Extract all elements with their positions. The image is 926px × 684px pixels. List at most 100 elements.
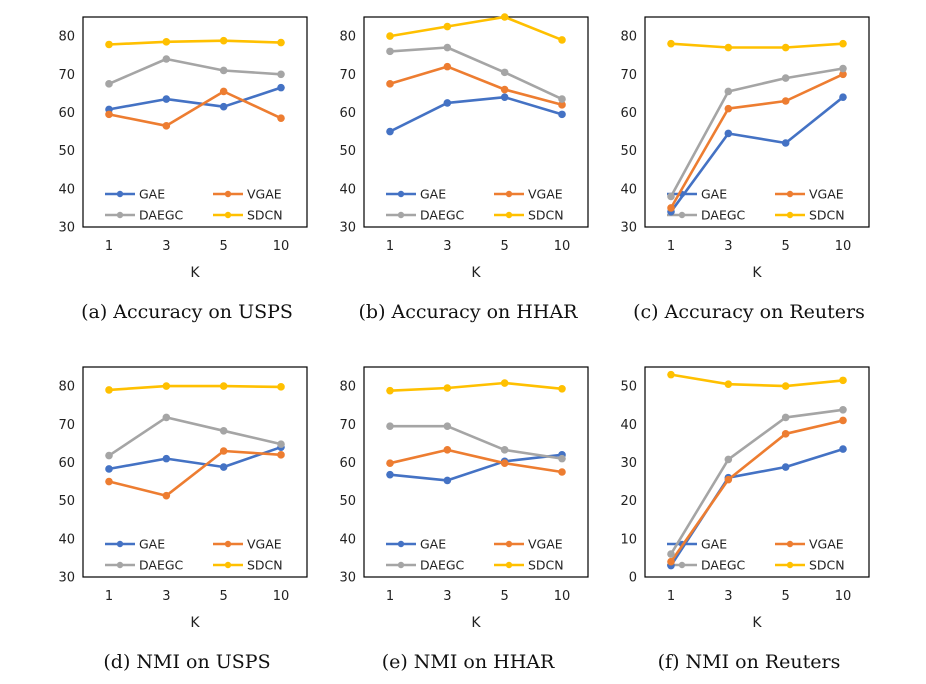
series-daegc [105, 413, 285, 460]
data-point-daegc [667, 192, 675, 201]
legend-label-daegc: DAEGC [420, 558, 465, 573]
data-point-gae [500, 93, 509, 101]
data-point-vgae [500, 85, 509, 94]
x-tick-label: 1 [386, 589, 394, 604]
legend-label-daegc: DAEGC [139, 558, 184, 573]
y-tick-label: 10 [620, 532, 637, 547]
series-vgae [105, 87, 285, 130]
data-point-gae [162, 95, 171, 103]
data-point-vgae [162, 491, 171, 500]
x-tick-label: 5 [220, 239, 228, 254]
y-tick-label: 50 [339, 494, 356, 509]
data-point-sdcn [724, 380, 733, 388]
x-tick-label: 3 [443, 589, 451, 604]
y-tick-label: 70 [339, 68, 356, 83]
data-point-daegc [443, 422, 452, 430]
data-point-vgae [781, 97, 790, 105]
x-axis-label: K [752, 265, 762, 281]
series-vgae [105, 447, 285, 500]
x-tick-label: 5 [501, 589, 509, 604]
series-sdcn [386, 13, 566, 44]
data-point-daegc [105, 80, 113, 88]
series-vgae [667, 70, 847, 212]
series-line-vgae [669, 419, 844, 563]
y-tick-label: 30 [339, 221, 356, 236]
legend-marker-daegc [397, 211, 405, 219]
x-tick-label: 3 [162, 589, 170, 604]
data-point-gae [105, 465, 113, 473]
series-line-gae [108, 445, 282, 471]
y-tick-label: 80 [58, 380, 75, 395]
legend-marker-daegc [678, 211, 686, 219]
data-point-sdcn [219, 382, 228, 390]
plot-frame [82, 366, 308, 578]
y-tick-label: 40 [620, 182, 637, 197]
x-tick-label: 10 [554, 589, 571, 604]
y-tick-label: 20 [620, 494, 637, 509]
data-point-sdcn [219, 36, 228, 45]
chart-panel-1: 30 40 50 60 70 80 1 3 5 10 K GAE VGAE DAEGC SDCN (a) Ac… [58, 16, 308, 323]
series-sdcn [667, 39, 847, 52]
plot-frame [82, 16, 308, 228]
series-daegc [386, 422, 566, 463]
data-point-daegc [219, 66, 228, 75]
series-daegc [105, 55, 285, 88]
data-point-sdcn [667, 370, 675, 379]
data-point-daegc [724, 87, 733, 96]
data-point-daegc [277, 440, 285, 448]
data-point-vgae [667, 557, 675, 566]
legend-label-vgae: VGAE [247, 537, 282, 552]
y-tick-label: 40 [620, 418, 637, 433]
legend: GAE VGAE DAEGC SDCN [386, 537, 564, 573]
data-point-daegc [558, 454, 566, 463]
legend-marker-vgae [224, 190, 232, 198]
x-tick-label: 1 [667, 589, 675, 604]
panel-caption: (c) Accuracy on Reuters [633, 301, 865, 323]
data-point-vgae [724, 475, 733, 484]
y-tick-label: 50 [339, 144, 356, 159]
data-point-vgae [277, 114, 285, 122]
series-line-gae [108, 86, 282, 111]
series-gae [105, 83, 285, 114]
x-axis-label: K [190, 615, 200, 631]
legend-marker-gae [116, 540, 124, 548]
panel-caption: (d) NMI on USPS [103, 651, 270, 673]
series-line-vgae [108, 449, 282, 498]
x-tick-label: 5 [501, 239, 509, 254]
legend-marker-vgae [505, 190, 513, 198]
y-tick-label: 40 [339, 182, 356, 197]
data-point-sdcn [277, 383, 285, 391]
legend-marker-daegc [116, 211, 124, 219]
legend-marker-vgae [505, 540, 513, 548]
data-point-gae [219, 102, 228, 111]
series-line-sdcn [108, 39, 282, 46]
y-tick-label: 30 [339, 571, 356, 586]
series-daegc [667, 64, 847, 201]
legend-label-sdcn: SDCN [809, 208, 845, 223]
data-point-sdcn [443, 22, 452, 31]
legend-label-vgae: VGAE [247, 187, 282, 202]
series-sdcn [105, 382, 285, 394]
y-tick-label: 70 [620, 68, 637, 83]
y-tick-label: 30 [58, 221, 75, 236]
data-point-sdcn [839, 376, 847, 385]
y-tick-label: 30 [620, 456, 637, 471]
series-line-vgae [669, 73, 844, 209]
series-vgae [386, 62, 566, 109]
chart-panel-5: 30 40 50 60 70 80 1 3 5 10 K GAE VGAE DAEGC SDCN (e) NM… [339, 366, 589, 673]
series-line-sdcn [670, 373, 844, 388]
data-point-gae [558, 110, 566, 119]
series-line-daegc [108, 416, 282, 457]
legend-marker-daegc [678, 561, 686, 569]
data-point-daegc [500, 68, 509, 77]
x-axis-label: K [752, 615, 762, 631]
data-point-daegc [386, 47, 394, 56]
y-tick-label: 30 [620, 221, 637, 236]
data-point-vgae [443, 446, 452, 454]
data-point-vgae [105, 477, 113, 486]
data-point-vgae [839, 70, 847, 79]
data-point-gae [386, 127, 394, 136]
y-tick-label: 70 [339, 418, 356, 433]
series-line-sdcn [108, 384, 282, 392]
